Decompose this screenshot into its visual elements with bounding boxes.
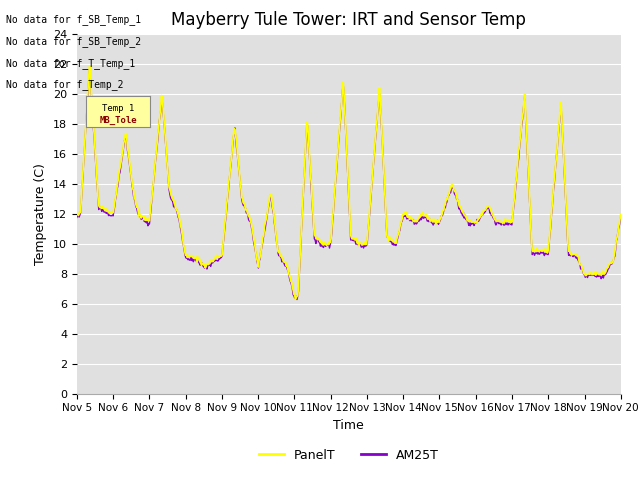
Text: MB_Tole: MB_Tole — [100, 116, 137, 125]
Title: Mayberry Tule Tower: IRT and Sensor Temp: Mayberry Tule Tower: IRT and Sensor Temp — [172, 11, 526, 29]
X-axis label: Time: Time — [333, 419, 364, 432]
Text: No data for f_SB_Temp_1: No data for f_SB_Temp_1 — [6, 14, 141, 25]
Text: No data for f_SB_Temp_2: No data for f_SB_Temp_2 — [6, 36, 141, 47]
Text: Temp 1: Temp 1 — [102, 104, 134, 113]
Text: No data for f_T_Temp_1: No data for f_T_Temp_1 — [6, 58, 136, 69]
Legend: PanelT, AM25T: PanelT, AM25T — [254, 444, 444, 467]
Text: No data for f_Temp_2: No data for f_Temp_2 — [6, 79, 124, 90]
Y-axis label: Temperature (C): Temperature (C) — [35, 163, 47, 264]
